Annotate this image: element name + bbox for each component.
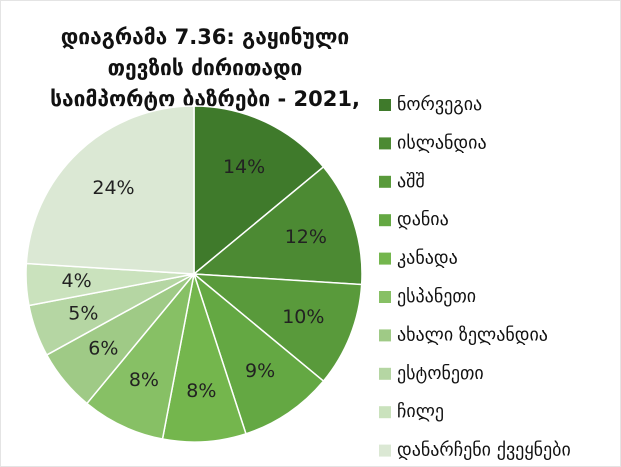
slice-label: 24% xyxy=(92,177,134,199)
slice-label: 5% xyxy=(68,302,98,324)
legend-swatch xyxy=(379,99,391,111)
legend-swatch xyxy=(379,137,391,150)
legend-swatch xyxy=(379,444,391,457)
slice-label: 12% xyxy=(285,226,327,248)
pie-slice xyxy=(25,105,195,275)
pie-slice xyxy=(193,105,325,276)
slice-label: 8% xyxy=(186,380,216,402)
pie-slice xyxy=(192,271,325,435)
legend-swatch xyxy=(379,291,391,303)
slice-label: 8% xyxy=(129,369,159,391)
legend-label: დანარჩენი ქვეყნები xyxy=(397,440,571,461)
legend-label: აშშ xyxy=(397,171,425,192)
pie-slice xyxy=(192,165,363,286)
slice-label: 6% xyxy=(88,337,118,359)
legend-swatch xyxy=(379,214,391,227)
legend-label: კანადა xyxy=(397,248,458,269)
legend-swatch xyxy=(379,406,391,419)
legend-label: ნორვეგია xyxy=(397,94,482,115)
legend-swatch xyxy=(379,252,391,265)
legend-label: ჩილე xyxy=(397,401,444,422)
legend-label: ახალი ზელანდია xyxy=(397,324,548,345)
slice-label: 14% xyxy=(223,156,265,178)
slice-label: 9% xyxy=(245,360,275,382)
slice-label: 4% xyxy=(62,270,92,292)
legend-swatch xyxy=(379,367,391,380)
legend-label: დანია xyxy=(397,209,449,230)
slice-label: 10% xyxy=(282,306,324,328)
pie-slice xyxy=(191,273,363,383)
legend-label: ესტონეთი xyxy=(397,363,484,384)
legend-swatch xyxy=(379,329,391,342)
legend-swatch xyxy=(379,175,391,188)
legend-label: ესპანეთი xyxy=(397,286,476,307)
legend-label: ისლანდია xyxy=(397,132,487,153)
